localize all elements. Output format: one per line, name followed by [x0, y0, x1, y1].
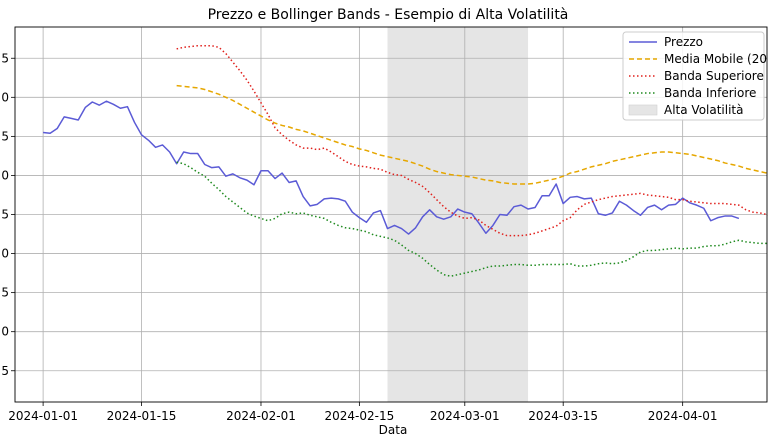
plot-area [14, 26, 768, 403]
series-line-1 [176, 84, 768, 185]
legend-label: Banda Inferiore [664, 86, 756, 100]
y-tick-label: 5 [1, 208, 9, 222]
x-tick-label: 2024-03-01 [430, 409, 500, 423]
legend-label: Banda Superiore [664, 69, 764, 83]
y-tick-label: 0 [1, 168, 9, 182]
y-tick-label: 5 [1, 286, 9, 300]
x-tick-label: 2024-04-01 [648, 409, 718, 423]
chart-title: Prezzo e Bollinger Bands - Esempio di Al… [208, 7, 569, 23]
series-line-3 [176, 161, 768, 277]
y-tick-label: 5 [1, 129, 9, 143]
x-tick-label: 2024-01-15 [107, 409, 177, 423]
x-tick-label: 2024-03-15 [528, 409, 598, 423]
series-line-2 [176, 45, 768, 237]
legend-label: Media Mobile (20) [664, 52, 768, 66]
x-tick-label: 2024-01-01 [8, 409, 78, 423]
y-tick-label: 5 [1, 51, 9, 65]
axis-ticks: 2024-01-01 2024-01-15 2024-02-01 2024-02-15… [1, 51, 717, 423]
series-line-0 [43, 100, 740, 235]
legend-label: Alta Volatilità [664, 103, 744, 117]
y-tick-label: 5 [1, 364, 9, 378]
y-tick-label: 0 [1, 90, 9, 104]
x-tick-label: 2024-02-01 [226, 409, 296, 423]
x-axis-label: Data [379, 423, 408, 436]
y-tick-label: 0 [1, 325, 9, 339]
legend-label: Prezzo [664, 35, 703, 49]
legend-swatch [628, 104, 658, 116]
legend-box [622, 31, 765, 121]
legend: Prezzo Media Mobile (20) Banda Superiore Ba… [622, 31, 768, 121]
y-tick-label: 0 [1, 247, 9, 261]
x-tick-label: 2024-02-15 [324, 409, 394, 423]
